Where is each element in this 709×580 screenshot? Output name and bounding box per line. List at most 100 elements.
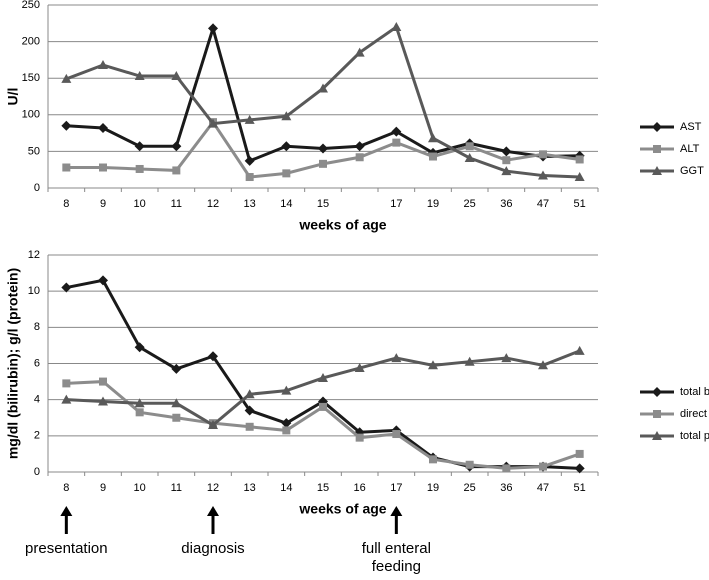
marker (318, 372, 328, 382)
x-tick-label: 10 (134, 198, 146, 210)
x-tick-label: 14 (280, 198, 292, 210)
x-tick-label: 14 (280, 482, 292, 494)
marker (171, 363, 182, 374)
marker (464, 356, 475, 366)
legend-marker (652, 431, 662, 440)
x-tick-label: 25 (464, 198, 476, 210)
marker (171, 398, 182, 408)
marker (62, 163, 71, 172)
marker (134, 71, 145, 81)
legend-label: ALT (680, 143, 700, 155)
y-tick-label: 250 (22, 0, 40, 11)
x-tick-label: 19 (427, 482, 439, 494)
marker (354, 141, 365, 152)
marker (502, 464, 511, 473)
series-line (66, 380, 581, 470)
marker (61, 120, 72, 131)
annotation-arrowhead (60, 506, 73, 516)
x-tick-label: 8 (63, 198, 69, 210)
legend-label: total bilirubin (680, 386, 709, 398)
annotation-arrowhead (207, 506, 219, 516)
marker (208, 118, 218, 128)
marker (574, 345, 585, 355)
marker (575, 449, 584, 458)
marker (318, 143, 328, 154)
annotation: full enteral feeding (361, 540, 431, 575)
marker (501, 166, 512, 176)
series-line (66, 23, 580, 163)
marker (465, 460, 474, 469)
y-tick-label: 6 (34, 357, 40, 369)
x-tick-label: 10 (134, 482, 146, 494)
marker (574, 463, 585, 474)
x-tick-label: 19 (427, 198, 439, 210)
x-tick-label: 17 (390, 198, 402, 210)
marker (244, 114, 255, 124)
y-tick-label: 0 (34, 466, 40, 478)
legend-marker (652, 166, 662, 175)
y-tick-label: 200 (22, 36, 40, 48)
marker (171, 71, 182, 81)
marker (99, 377, 107, 386)
legend-label: GGT (680, 165, 704, 177)
marker (282, 169, 291, 178)
marker (134, 141, 145, 152)
marker (244, 405, 255, 416)
marker (98, 275, 108, 286)
marker (208, 23, 218, 34)
x-tick-label: 51 (574, 198, 586, 210)
marker (208, 419, 218, 429)
marker (355, 433, 364, 442)
marker (501, 353, 512, 363)
marker (319, 402, 327, 411)
marker (244, 155, 255, 166)
x-tick-label: 47 (537, 198, 549, 210)
marker (244, 389, 255, 399)
x-tick-label: 51 (574, 482, 586, 494)
marker (134, 398, 145, 408)
marker (134, 342, 145, 353)
annotation: presentation (25, 540, 108, 557)
marker (61, 73, 72, 83)
marker (391, 21, 402, 31)
marker (429, 152, 437, 161)
x-tick-label: 16 (354, 482, 366, 494)
x-tick-label: 8 (63, 482, 69, 494)
legend-marker (653, 410, 661, 418)
legend-marker (652, 387, 662, 397)
marker (354, 47, 365, 57)
x-tick-label: 15 (317, 482, 329, 494)
y-axis-label: mg/dl (bilirubin); g/l (protein) (5, 268, 21, 459)
x-tick-label: 12 (207, 482, 219, 494)
y-tick-label: 100 (22, 109, 40, 121)
x-axis-label: weeks of age (298, 501, 386, 517)
marker (354, 363, 365, 373)
marker (61, 282, 72, 293)
x-tick-label: 11 (171, 482, 182, 494)
marker (391, 126, 402, 137)
marker (319, 159, 327, 168)
x-tick-label: 13 (244, 198, 256, 210)
marker (538, 170, 548, 180)
marker (98, 122, 108, 133)
y-tick-label: 4 (34, 394, 40, 406)
series-line (65, 24, 580, 179)
marker (172, 413, 181, 422)
marker (62, 379, 71, 388)
marker (428, 360, 438, 370)
y-tick-label: 150 (22, 72, 40, 84)
marker (429, 455, 437, 464)
marker (502, 156, 511, 165)
x-tick-label: 47 (537, 482, 549, 494)
marker (171, 141, 182, 152)
marker (98, 396, 108, 406)
x-tick-label: 9 (100, 198, 106, 210)
marker (465, 142, 474, 151)
marker (318, 83, 328, 93)
marker (245, 173, 254, 182)
y-tick-label: 0 (34, 182, 40, 194)
marker (98, 60, 108, 70)
marker (539, 462, 547, 471)
x-axis-label: weeks of age (298, 217, 386, 233)
